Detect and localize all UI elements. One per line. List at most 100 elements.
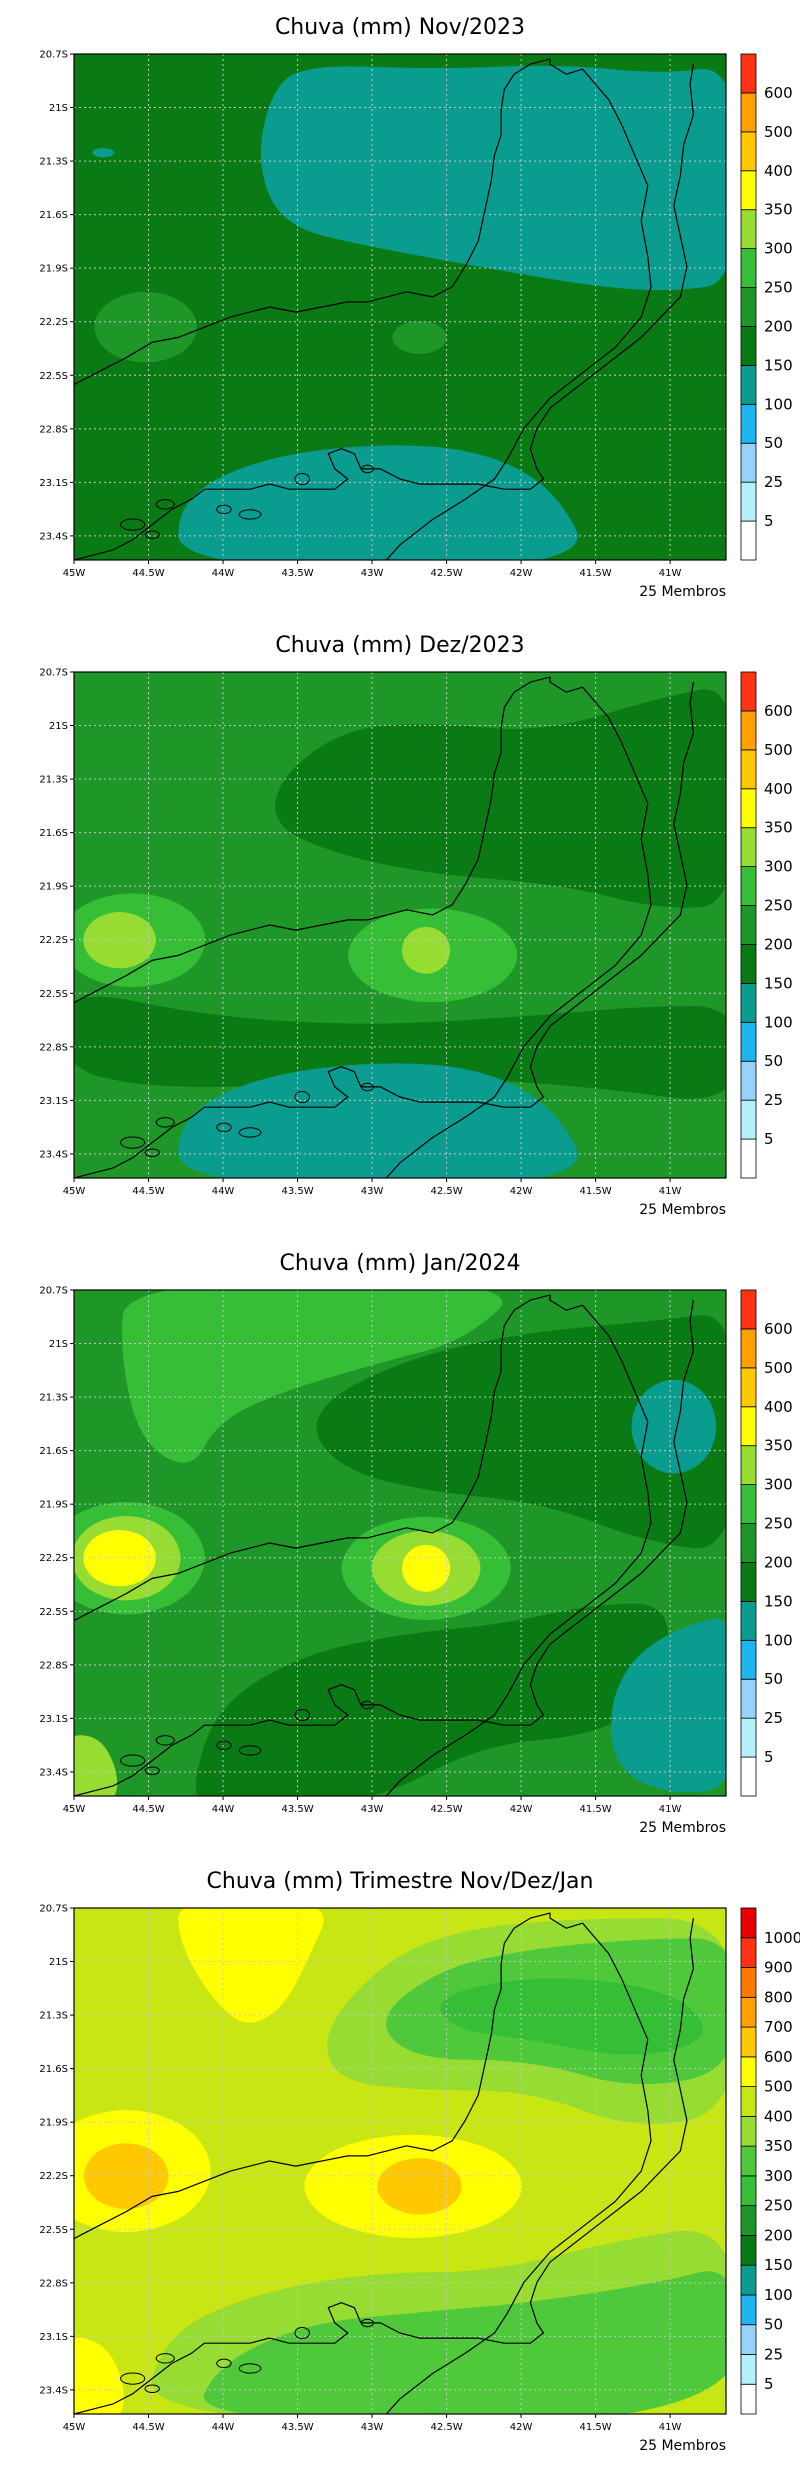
colorbar-level-label: 200 <box>764 1553 793 1571</box>
x-tick-label: 44.5W <box>132 2422 164 2433</box>
colorbar-level-label: 25 <box>764 1709 783 1727</box>
coast-island <box>294 2326 310 2340</box>
y-tick-label: 22.2S <box>39 935 68 946</box>
colorbar-swatch <box>740 131 757 172</box>
contour-region-teal-ne <box>631 1379 717 1474</box>
colorbar-swatch <box>740 827 757 868</box>
colorbar-swatch <box>740 248 757 288</box>
coast-island <box>294 472 310 486</box>
y-tick-label: 21.9S <box>39 1500 68 1511</box>
x-tick-label: 44W <box>212 1804 235 1815</box>
contour-region-blob-west-inner <box>83 2143 169 2209</box>
colorbar-level-label: 150 <box>764 1592 793 1610</box>
coast-island <box>144 530 160 539</box>
colorbar-swatch <box>740 53 757 94</box>
y-tick-label: 20.7S <box>39 1286 68 1297</box>
colorbar-swatch <box>740 1289 757 1330</box>
colorbar-swatch <box>740 2115 757 2147</box>
contour-region-teal-northeast <box>260 65 726 291</box>
coast-island <box>155 1117 175 1128</box>
map-panel: Chuva (mm) Dez/2023 45W 44.5W 44W 43.5W 43W 42… <box>0 618 800 1236</box>
x-tick-label: 41.5W <box>580 2422 612 2433</box>
colorbar-swatch <box>740 1937 757 1968</box>
x-tick-label: 43W <box>361 1186 384 1197</box>
y-tick-label: 20.7S <box>39 50 68 61</box>
colorbar-swatch <box>740 1406 757 1447</box>
colorbar-swatch <box>740 1445 757 1486</box>
x-tick-label: 45W <box>63 1186 86 1197</box>
colorbar-swatch <box>740 1756 757 1797</box>
y-tick-label: 22.2S <box>39 1553 68 1564</box>
colorbar-swatch <box>740 1099 757 1140</box>
y-tick-label: 20.7S <box>39 668 68 679</box>
coast-island <box>360 1082 374 1092</box>
coast-island <box>360 2318 374 2328</box>
contour-region-teal-south <box>178 445 578 560</box>
coast-island <box>294 1090 310 1104</box>
members-label: 25 Membros <box>639 1820 726 1836</box>
x-tick-label: 42W <box>510 1186 533 1197</box>
colorbar-level-label: 400 <box>764 162 793 180</box>
colorbar-level-label: 5 <box>764 1130 774 1148</box>
y-tick-label: 21.6S <box>39 210 68 221</box>
colorbar-swatch <box>740 1523 757 1563</box>
members-label: 25 Membros <box>639 2438 726 2454</box>
colorbar-level-label: 25 <box>764 473 783 491</box>
contour-region-blob-center <box>392 320 447 354</box>
coast-island <box>120 1136 146 1149</box>
x-tick-label: 41.5W <box>580 1186 612 1197</box>
colorbar-swatch <box>740 905 757 945</box>
colorbar-swatch <box>740 1484 757 1524</box>
colorbar-swatch <box>740 2026 757 2058</box>
colorbar-level-label: 5 <box>764 1748 774 1766</box>
colorbar-swatch <box>740 442 757 483</box>
colorbar-swatch <box>740 2145 757 2177</box>
x-tick-label: 42.5W <box>430 1186 462 1197</box>
colorbar-swatch <box>740 2086 757 2117</box>
colorbar-swatch <box>740 2205 757 2236</box>
colorbar-level-label: 100 <box>764 2286 793 2304</box>
colorbar-swatch <box>740 671 757 712</box>
colorbar-level-label: 150 <box>764 974 793 992</box>
colorbar-level-label: 350 <box>764 819 793 837</box>
colorbar: 5 25 50 100 150 200 250 300 350 400 500 600 <box>740 671 793 1179</box>
coast-island <box>360 464 374 474</box>
x-tick-label: 42W <box>510 2422 533 2433</box>
contour-region-sw-corner <box>74 2337 124 2414</box>
colorbar-level-label: 250 <box>764 2197 793 2215</box>
contour-region-teal-speck <box>92 148 115 158</box>
coast-island <box>144 2384 160 2393</box>
boundary-line <box>74 682 694 1178</box>
colorbar-level-label: 600 <box>764 2048 793 2066</box>
x-tick-label: 43.5W <box>281 2422 313 2433</box>
precipitation-field <box>74 54 726 560</box>
x-tick-label: 45W <box>63 2422 86 2433</box>
colorbar-swatch <box>740 2324 757 2355</box>
coast-island <box>216 504 232 515</box>
map-title: Chuva (mm) Dez/2023 <box>275 633 524 658</box>
colorbar-swatch <box>740 1021 757 1062</box>
contour-region-yellow-north <box>178 1908 324 2023</box>
x-tick-label: 41W <box>659 1186 682 1197</box>
colorbar: 5 25 50 100 150 200 250 300 350 400 500 600 <box>740 1289 793 1797</box>
colorbar-level-label: 350 <box>764 1437 793 1455</box>
coast-island <box>216 1122 232 1133</box>
coast-island <box>216 2358 232 2369</box>
y-tick-label: 22.8S <box>39 1042 68 1053</box>
coast-island <box>238 509 262 520</box>
y-tick-label: 21.3S <box>39 157 68 168</box>
y-tick-label: 21S <box>49 721 68 732</box>
x-tick-label: 45W <box>63 568 86 579</box>
colorbar-level-label: 1000 <box>764 1929 800 1947</box>
coast-island <box>238 1745 262 1756</box>
precipitation-field <box>74 1908 726 2414</box>
y-tick-label: 23.1S <box>39 1714 68 1725</box>
colorbar-swatch <box>740 1678 757 1719</box>
x-tick-label: 44W <box>212 568 235 579</box>
colorbar-swatch <box>740 1562 757 1602</box>
colorbar-level-label: 50 <box>764 1052 783 1070</box>
colorbar-swatch <box>740 2294 757 2326</box>
x-tick-label: 42.5W <box>430 1804 462 1815</box>
colorbar-level-label: 300 <box>764 240 793 258</box>
colorbar-swatch <box>740 2264 757 2296</box>
